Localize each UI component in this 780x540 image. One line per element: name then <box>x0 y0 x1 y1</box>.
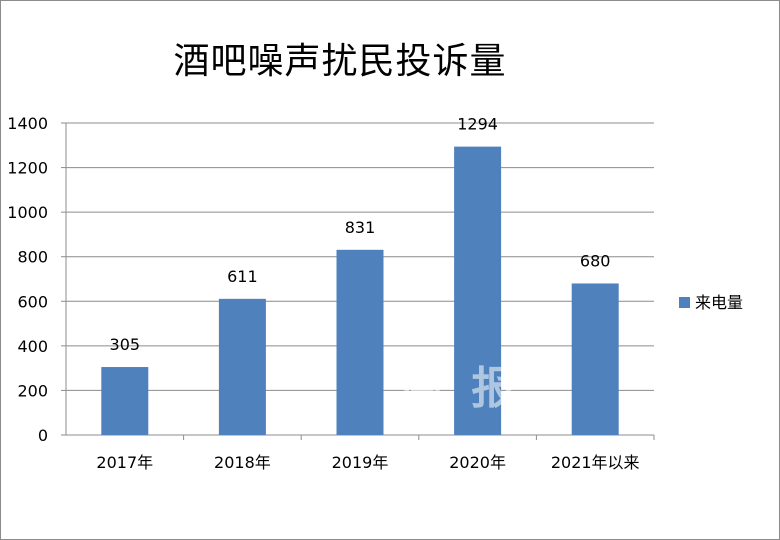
data-label: 611 <box>227 267 258 286</box>
bar <box>218 298 266 435</box>
y-tick-label: 800 <box>17 248 48 267</box>
bar <box>571 283 619 435</box>
data-label: 831 <box>345 218 376 237</box>
x-tick-label: 2019年 <box>332 453 389 472</box>
x-tick-label: 2021年以来 <box>551 453 640 472</box>
chart-title: 酒吧噪声扰民投诉量 <box>173 41 507 82</box>
x-tick-label: 2018年 <box>214 453 271 472</box>
x-tick-label: 2020年 <box>449 453 506 472</box>
y-tick-label: 1200 <box>7 159 48 178</box>
watermark-logo: 南 报 <box>400 363 522 414</box>
data-label: 680 <box>580 251 611 270</box>
bar <box>336 249 384 435</box>
y-tick-label: 200 <box>17 381 48 400</box>
y-tick-label: 1400 <box>7 114 48 133</box>
x-tick-label: 2017年 <box>96 453 153 472</box>
data-label: 305 <box>110 335 141 354</box>
y-tick-label: 0 <box>38 426 48 445</box>
bar <box>454 146 502 435</box>
y-tick-label: 600 <box>17 292 48 311</box>
y-tick-label: 400 <box>17 337 48 356</box>
y-tick-label: 1000 <box>7 203 48 222</box>
data-label: 1294 <box>457 115 498 134</box>
legend-label: 来电量 <box>695 293 743 312</box>
legend-swatch <box>679 297 690 308</box>
bar <box>101 367 149 435</box>
